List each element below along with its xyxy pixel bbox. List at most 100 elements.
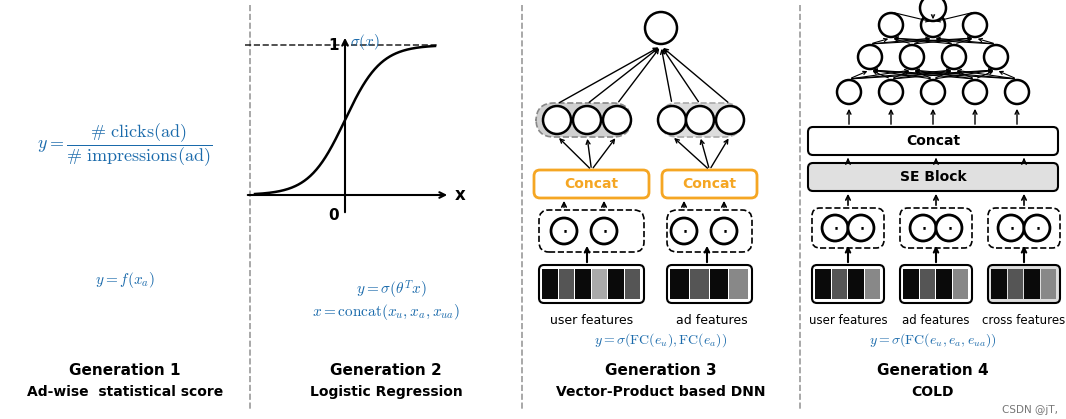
FancyBboxPatch shape	[660, 103, 742, 137]
Text: $\cdot$: $\cdot$	[600, 221, 608, 241]
Text: $y = f(x_a)$: $y = f(x_a)$	[95, 270, 155, 290]
Bar	[920, 269, 935, 299]
Text: Concat: Concat	[906, 134, 960, 148]
Circle shape	[900, 45, 924, 69]
Bar	[729, 269, 748, 299]
Circle shape	[998, 215, 1024, 241]
Bar	[1040, 269, 1056, 299]
Circle shape	[716, 106, 744, 134]
Bar	[991, 269, 1006, 299]
Text: Ad-wise  statistical score: Ad-wise statistical score	[27, 385, 223, 399]
Bar	[831, 269, 847, 299]
FancyBboxPatch shape	[662, 170, 757, 198]
Bar	[671, 269, 689, 299]
Circle shape	[984, 45, 1008, 69]
Text: COLD: COLD	[911, 385, 954, 399]
Bar	[559, 269, 574, 299]
Text: $\cdot$: $\cdot$	[920, 218, 926, 238]
Circle shape	[658, 106, 687, 134]
Text: CSDN @jT,: CSDN @jT,	[1002, 405, 1057, 415]
Bar	[542, 269, 558, 299]
FancyBboxPatch shape	[812, 265, 884, 303]
Bar	[1024, 269, 1039, 299]
Text: $\cdot$: $\cdot$	[561, 221, 567, 241]
Bar	[710, 269, 728, 299]
Text: $\cdot$: $\cdot$	[721, 221, 727, 241]
Circle shape	[921, 80, 944, 104]
Circle shape	[822, 215, 849, 241]
Text: $\mathbf{1}$: $\mathbf{1}$	[328, 37, 340, 53]
Text: $\sigma(x)$: $\sigma(x)$	[350, 32, 379, 52]
Circle shape	[543, 106, 571, 134]
FancyBboxPatch shape	[536, 103, 631, 137]
Text: Vector-Product based DNN: Vector-Product based DNN	[556, 385, 765, 399]
Text: $\mathbf{x}$: $\mathbf{x}$	[454, 186, 467, 204]
Circle shape	[963, 13, 987, 37]
Circle shape	[551, 218, 577, 244]
Circle shape	[963, 80, 987, 104]
Text: Concat: Concat	[564, 177, 618, 191]
Circle shape	[1005, 80, 1029, 104]
Circle shape	[879, 80, 903, 104]
Text: SE Block: SE Block	[900, 170, 966, 184]
Bar	[847, 269, 863, 299]
Text: ad features: ad features	[676, 313, 748, 326]
FancyBboxPatch shape	[539, 265, 644, 303]
Text: user features: user features	[809, 313, 887, 326]
Bar	[690, 269, 709, 299]
Circle shape	[671, 218, 697, 244]
Text: $\cdot$: $\cdot$	[831, 218, 838, 238]
Text: $y = \sigma(\theta^T x)$: $y = \sigma(\theta^T x)$	[356, 279, 426, 301]
Bar	[608, 269, 624, 299]
Bar	[903, 269, 919, 299]
Text: user features: user features	[550, 313, 633, 326]
FancyBboxPatch shape	[808, 127, 1057, 155]
FancyBboxPatch shape	[667, 265, 752, 303]
Text: $y = \sigma(\mathrm{FC}(e_u, e_a, e_{ua}))$: $y = \sigma(\mathrm{FC}(e_u, e_a, e_{ua}…	[869, 331, 997, 349]
Circle shape	[711, 218, 737, 244]
Bar	[575, 269, 591, 299]
Text: Generation 2: Generation 2	[330, 362, 442, 378]
FancyBboxPatch shape	[900, 265, 972, 303]
Circle shape	[574, 106, 601, 134]
Circle shape	[687, 106, 714, 134]
Circle shape	[837, 80, 861, 104]
Text: $\cdot$: $\cdot$	[946, 218, 952, 238]
Text: Generation 3: Generation 3	[605, 362, 716, 378]
Text: ad features: ad features	[902, 313, 970, 326]
FancyBboxPatch shape	[534, 170, 649, 198]
Text: cross features: cross features	[983, 313, 1066, 326]
Text: $\cdot$: $\cdot$	[1007, 218, 1015, 238]
Text: $\cdot$: $\cdot$	[858, 218, 865, 238]
Circle shape	[879, 13, 903, 37]
Circle shape	[936, 215, 962, 241]
FancyBboxPatch shape	[808, 163, 1057, 191]
Text: $y = \dfrac{\#\ \mathrm{clicks(ad)}}{\#\ \mathrm{impressions(ad)}}$: $y = \dfrac{\#\ \mathrm{clicks(ad)}}{\#\…	[37, 122, 212, 169]
Text: Generation 4: Generation 4	[877, 362, 989, 378]
Circle shape	[1024, 215, 1050, 241]
Bar	[865, 269, 881, 299]
Bar	[625, 269, 640, 299]
Circle shape	[603, 106, 631, 134]
Circle shape	[847, 215, 874, 241]
Circle shape	[591, 218, 617, 244]
FancyBboxPatch shape	[988, 265, 1060, 303]
Text: $\cdot$: $\cdot$	[681, 221, 688, 241]
Text: $\cdot$: $\cdot$	[1034, 218, 1040, 238]
Text: $x = \mathrm{concat}(x_u, x_a, x_{ua})$: $x = \mathrm{concat}(x_u, x_a, x_{ua})$	[312, 302, 461, 322]
Circle shape	[921, 13, 944, 37]
Bar	[953, 269, 968, 299]
Bar	[1007, 269, 1023, 299]
Bar	[936, 269, 952, 299]
Bar	[592, 269, 607, 299]
Text: Generation 1: Generation 1	[69, 362, 181, 378]
Text: $y = \sigma(\mathrm{FC}(e_u),\mathrm{FC}(e_a))$: $y = \sigma(\mathrm{FC}(e_u),\mathrm{FC}…	[595, 331, 728, 349]
Circle shape	[645, 12, 677, 44]
Circle shape	[910, 215, 936, 241]
Circle shape	[858, 45, 882, 69]
Circle shape	[942, 45, 966, 69]
Text: $\mathbf{0}$: $\mathbf{0}$	[328, 207, 340, 223]
Text: Concat: Concat	[682, 177, 737, 191]
Bar	[815, 269, 830, 299]
Circle shape	[920, 0, 946, 21]
